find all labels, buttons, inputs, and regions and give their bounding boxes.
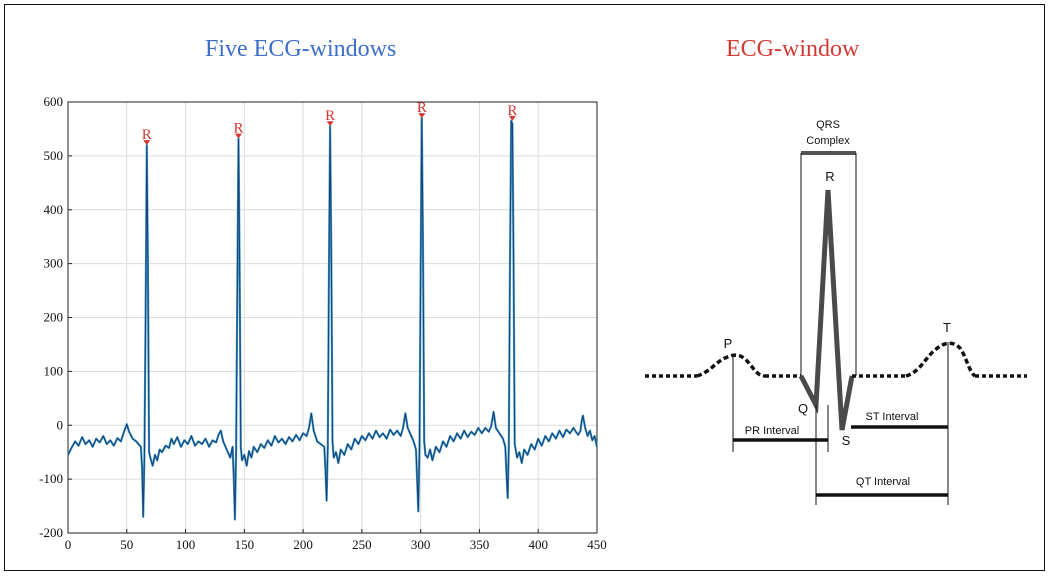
r-peak-markers: R R R R R xyxy=(142,100,517,146)
right-panel-title: ECG-window xyxy=(726,36,860,62)
y-tick-label: 600 xyxy=(44,94,64,109)
p-wave xyxy=(696,353,766,378)
r-peak-marker xyxy=(143,140,151,146)
t-label: T xyxy=(943,320,951,335)
p-label: P xyxy=(724,336,733,351)
y-tick-label: -100 xyxy=(39,471,63,486)
x-tick-label: 200 xyxy=(293,537,313,552)
ecg-series xyxy=(67,117,599,521)
x-tick-label: 100 xyxy=(176,537,196,552)
r-peak-label: R xyxy=(142,127,152,143)
qrs-label-line1: QRS xyxy=(816,119,840,131)
chart-axes: 0 50 100 150 200 250 300 350 400 450 -200 -100 0 100 2… xyxy=(39,94,607,552)
r-peak-label: R xyxy=(507,103,517,119)
x-tick-label: 300 xyxy=(411,537,431,552)
r-peak-marker xyxy=(234,133,242,139)
x-tick-label: 450 xyxy=(587,537,607,552)
t-wave xyxy=(905,341,977,378)
x-tick-label: 150 xyxy=(235,537,255,552)
y-tick-label: -200 xyxy=(39,525,63,540)
r-label: R xyxy=(825,169,834,184)
x-tick-label: 350 xyxy=(470,537,490,552)
ecg-signal-line xyxy=(67,117,598,521)
r-peak-marker xyxy=(418,113,426,119)
y-tick-label: 500 xyxy=(44,148,64,163)
y-tick-label: 100 xyxy=(44,363,64,378)
qrs-label-line2: Complex xyxy=(806,135,850,147)
st-interval-label: ST Interval xyxy=(866,411,919,423)
r-peak-marker xyxy=(508,115,516,121)
q-label: Q xyxy=(798,401,808,416)
s-label: S xyxy=(842,433,851,448)
r-peak-label: R xyxy=(233,121,243,137)
r-peak-marker xyxy=(326,121,334,127)
x-tick-label: 250 xyxy=(352,537,372,552)
qrs-complex xyxy=(798,189,855,431)
x-tick-label: 50 xyxy=(120,537,133,552)
qt-interval-label: QT Interval xyxy=(856,476,910,488)
y-tick-label: 400 xyxy=(44,202,64,217)
x-tick-label: 0 xyxy=(65,537,72,552)
r-peak-label: R xyxy=(417,100,427,116)
left-panel-title: Five ECG-windows xyxy=(205,36,397,62)
figure-frame xyxy=(4,4,1045,571)
pr-interval-label: PR Interval xyxy=(745,425,799,437)
y-tick-label: 0 xyxy=(57,417,64,432)
x-tick-label: 400 xyxy=(528,537,548,552)
r-peak-label: R xyxy=(325,108,335,124)
y-tick-label: 300 xyxy=(44,256,64,271)
y-tick-label: 200 xyxy=(44,310,64,325)
